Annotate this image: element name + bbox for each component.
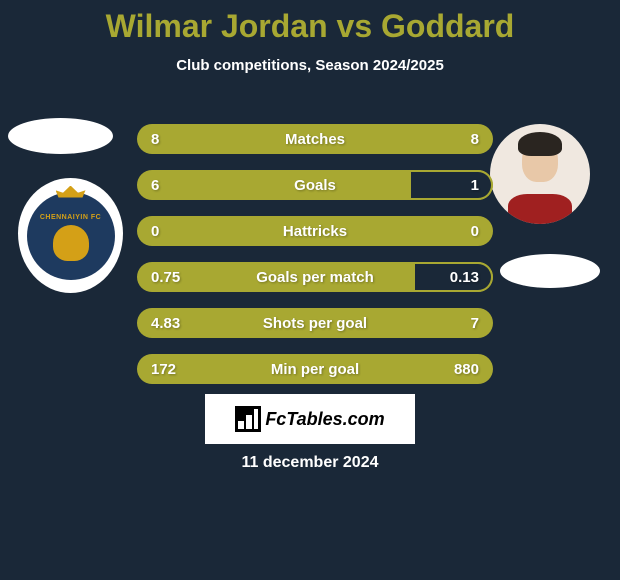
mask-icon <box>53 225 89 261</box>
stat-label: Matches <box>137 131 493 148</box>
stats-container: 8Matches8 6Goals1 0Hattricks0 0.75Goals per… <box>137 124 493 400</box>
stat-right-value: 7 <box>471 315 479 332</box>
stat-row: 0.75Goals per match0.13 <box>137 262 493 292</box>
fctables-label: FcTables.com <box>265 409 384 430</box>
comparison-title: Wilmar Jordan vs Goddard <box>0 0 620 45</box>
comparison-date: 11 december 2024 <box>0 454 620 472</box>
crown-icon <box>56 186 86 198</box>
stat-right-value: 1 <box>471 177 479 194</box>
stat-row: 172Min per goal880 <box>137 354 493 384</box>
stat-row: 0Hattricks0 <box>137 216 493 246</box>
stat-row: 4.83Shots per goal7 <box>137 308 493 338</box>
stat-row: 6Goals1 <box>137 170 493 200</box>
stat-label: Goals <box>137 177 493 194</box>
comparison-subtitle: Club competitions, Season 2024/2025 <box>0 57 620 74</box>
player-left-placeholder <box>8 118 113 154</box>
stat-label: Shots per goal <box>137 315 493 332</box>
team-left-name: CHENNAIYIN FC <box>40 214 101 221</box>
stat-right-value: 880 <box>454 361 479 378</box>
player-right-photo <box>490 124 590 224</box>
stat-row: 8Matches8 <box>137 124 493 154</box>
fctables-watermark: FcTables.com <box>205 394 415 444</box>
stat-right-value: 8 <box>471 131 479 148</box>
team-left-badge: CHENNAIYIN FC <box>18 178 123 293</box>
stat-label: Min per goal <box>137 361 493 378</box>
stat-label: Hattricks <box>137 223 493 240</box>
stat-right-value: 0.13 <box>450 269 479 286</box>
bar-chart-icon <box>235 406 261 432</box>
stat-label: Goals per match <box>137 269 493 286</box>
team-right-placeholder <box>500 254 600 288</box>
stat-right-value: 0 <box>471 223 479 240</box>
